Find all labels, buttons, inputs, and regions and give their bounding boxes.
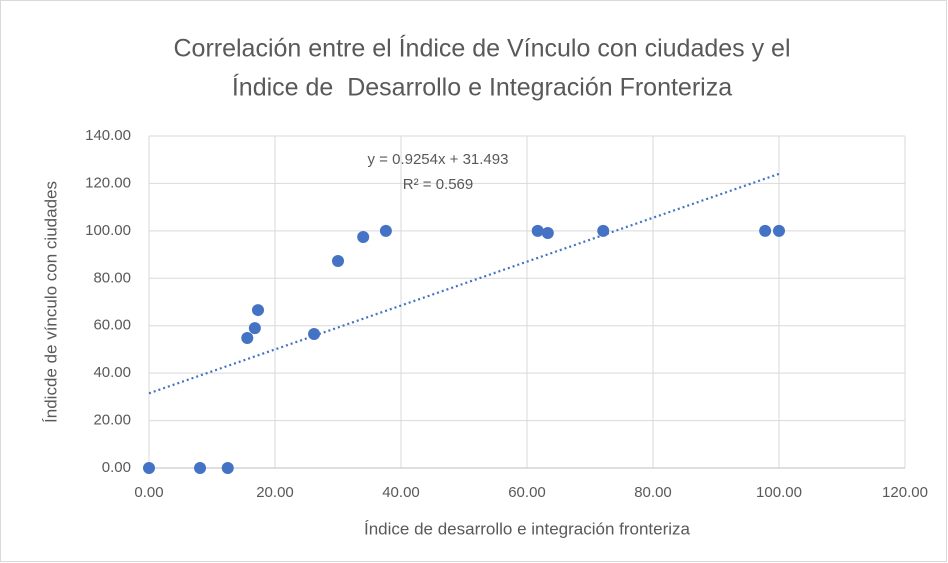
- y-axis-title: Índicde de vínculo con ciudades: [41, 181, 60, 423]
- x-tick-label: 20.00: [256, 484, 294, 501]
- point: [759, 224, 772, 237]
- point: [541, 226, 554, 239]
- point: [773, 224, 785, 237]
- x-tick-label: 0.00: [134, 484, 163, 501]
- x-tick-label: 60.00: [508, 484, 546, 501]
- point: [194, 462, 207, 474]
- x-tick-label: 80.00: [634, 484, 672, 501]
- point: [357, 231, 370, 244]
- y-tick-label: 60.00: [93, 317, 131, 334]
- trendline: [148, 172, 780, 395]
- y-tick-label: 100.00: [85, 222, 131, 239]
- point: [251, 304, 264, 317]
- chart-title-line: Índice de Desarrollo e Integración Front…: [232, 73, 732, 102]
- chart-title-line: Correlación entre el Índice de Vínculo c…: [173, 34, 790, 63]
- x-tick-label: 100.00: [756, 484, 802, 501]
- y-tick-label: 140.00: [85, 127, 131, 144]
- y-tick-label: 40.00: [93, 364, 131, 381]
- x-axis-title: Índice de desarrollo e integración front…: [364, 519, 691, 538]
- point: [332, 254, 344, 267]
- point: [597, 224, 610, 237]
- trendline-r2: R² = 0.569: [403, 176, 473, 193]
- y-tick-label: 120.00: [85, 174, 131, 191]
- trendline-equation: y = 0.9254x + 31.493: [368, 151, 509, 168]
- point: [221, 462, 234, 474]
- point: [531, 224, 544, 237]
- x-tick-label: 40.00: [382, 484, 420, 501]
- point: [241, 332, 254, 345]
- y-tick-label: 20.00: [93, 412, 131, 429]
- point: [143, 462, 155, 474]
- x-tick-label: 120.00: [882, 484, 928, 501]
- point: [308, 328, 321, 341]
- y-tick-label: 80.00: [93, 269, 131, 286]
- point: [379, 224, 392, 237]
- y-tick-label: 0.00: [102, 459, 131, 476]
- point: [248, 322, 261, 335]
